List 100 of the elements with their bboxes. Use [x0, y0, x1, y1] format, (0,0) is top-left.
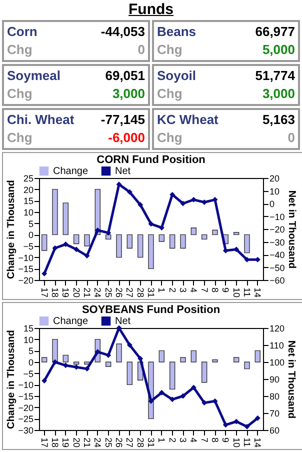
- bar: [190, 228, 197, 236]
- y-tick-label: −5: [23, 368, 34, 379]
- bar: [73, 362, 80, 365]
- text: Soymeal: [7, 67, 60, 85]
- point: [244, 424, 250, 430]
- text: Beans: [157, 23, 196, 41]
- x-tick-label: 26: [114, 288, 124, 298]
- point: [190, 384, 196, 390]
- y-tick-label: −10: [18, 380, 34, 390]
- point: [52, 245, 58, 251]
- text: Chg: [7, 85, 32, 103]
- x-tick-label: 26: [114, 438, 124, 448]
- point: [126, 189, 132, 195]
- x-tick-label: 28: [135, 288, 146, 298]
- bar: [158, 350, 165, 362]
- text: -77,145: [100, 111, 145, 129]
- bar: [254, 350, 261, 362]
- x-tick-label: 19: [60, 288, 71, 298]
- y-tick-label: 15: [23, 196, 34, 206]
- y-axis-title: Change in Thousand: [6, 330, 18, 429]
- x-tick-label: 18: [50, 288, 60, 298]
- x-tick-label: 31: [146, 438, 156, 448]
- bar: [169, 362, 176, 390]
- x-tick-label: 7: [199, 288, 210, 293]
- point: [158, 224, 164, 230]
- point: [148, 221, 154, 227]
- point: [170, 192, 176, 198]
- bar: [212, 359, 218, 362]
- point: [84, 253, 90, 259]
- text: 5,000: [262, 41, 295, 59]
- x-tick-label: 1: [156, 288, 167, 293]
- text: Chg: [157, 85, 182, 103]
- y2-tick-label: 10: [270, 186, 280, 196]
- y2-tick-label: −50: [270, 262, 285, 273]
- point: [180, 393, 186, 399]
- y-tick-label: 10: [23, 334, 34, 345]
- bar: [137, 234, 144, 258]
- legend-label: Net: [115, 166, 131, 178]
- point: [254, 415, 260, 421]
- y2-tick-label: 70: [270, 408, 280, 418]
- y-tick-label: 15: [23, 324, 34, 334]
- text: Chg: [7, 129, 32, 147]
- text: Funds: [128, 0, 174, 20]
- bar: [41, 357, 48, 362]
- x-tick-label: 20: [71, 288, 82, 298]
- bar: [201, 234, 208, 240]
- point: [234, 418, 240, 424]
- text: 5,163: [262, 111, 295, 129]
- point: [94, 228, 100, 234]
- y-tick-label: 5: [28, 346, 34, 356]
- y-tick-label: −10: [18, 252, 34, 263]
- text: Chg: [7, 41, 32, 59]
- y-tick-label: 25: [23, 174, 34, 184]
- text: -6,000: [108, 129, 145, 147]
- y2-tick-label: −30: [270, 237, 285, 248]
- y2-tick-label: 0: [270, 199, 275, 209]
- point: [170, 396, 176, 402]
- bar: [212, 230, 218, 236]
- point: [138, 202, 144, 208]
- text: Corn: [7, 23, 38, 41]
- x-tick-label: 25: [103, 288, 114, 298]
- x-tick-label: 3: [178, 438, 188, 443]
- bar: [244, 234, 250, 254]
- bar: [52, 338, 58, 362]
- y-tick-label: 0: [28, 230, 34, 240]
- bar: [84, 234, 90, 246]
- bar: [62, 202, 69, 236]
- y2-axis-title: Net in Thousand: [286, 190, 297, 269]
- y2-tick-label: 60: [270, 426, 280, 436]
- point: [180, 200, 186, 206]
- point: [62, 242, 68, 248]
- bar: [105, 234, 112, 240]
- x-tick-label: 1: [156, 438, 167, 443]
- bar: [116, 234, 122, 258]
- bar: [233, 357, 240, 362]
- text: 51,774: [255, 67, 295, 85]
- point: [74, 246, 80, 252]
- chart-title: CORN Fund Position: [96, 154, 206, 166]
- chart-title: SOYBEANS Fund Position: [82, 304, 220, 316]
- x-tick-label: 21: [82, 438, 92, 448]
- x-tick-label: 10: [231, 438, 242, 448]
- y-tick-label: −20: [18, 402, 34, 413]
- text: Soyoil: [157, 67, 196, 85]
- bar: [84, 362, 90, 365]
- bar: [148, 234, 154, 270]
- text: KC Wheat: [157, 111, 218, 129]
- x-tick-label: 9: [220, 438, 231, 443]
- legend-label: Change: [53, 166, 88, 178]
- x-tick-label: 20: [71, 438, 82, 448]
- x-tick-label: 19: [60, 438, 71, 448]
- y2-tick-label: 90: [270, 374, 280, 384]
- y-tick-label: 0: [28, 358, 34, 368]
- text: 3,000: [262, 85, 295, 103]
- x-tick-label: 24: [92, 438, 103, 448]
- legend-label: Net: [115, 316, 131, 328]
- x-tick-label: 2: [167, 438, 178, 443]
- bar: [190, 350, 197, 362]
- x-tick-label: 14: [252, 438, 263, 448]
- bar: [41, 234, 48, 251]
- point: [42, 378, 48, 384]
